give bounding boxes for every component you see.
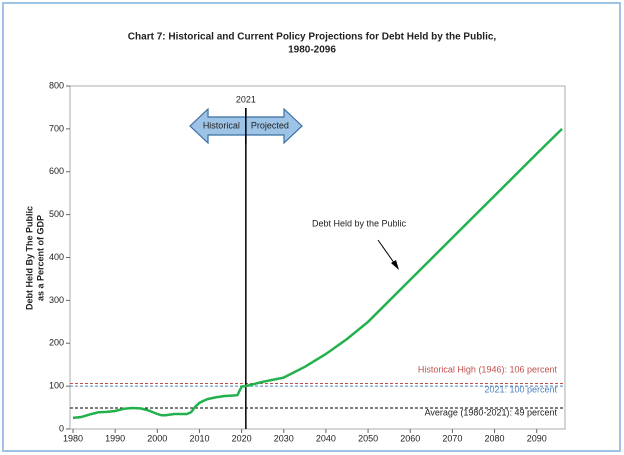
- x-tick-label: 2000: [147, 433, 167, 443]
- series-label: Debt Held by the Public: [312, 218, 407, 228]
- marker-label: 2021: [236, 94, 256, 104]
- y-axis-label: Debt Held By The Public: [24, 206, 34, 310]
- y-tick-label: 400: [49, 252, 64, 262]
- x-tick-label: 2050: [358, 433, 378, 443]
- plot-area: [69, 85, 566, 430]
- y-tick-label: 0: [59, 423, 64, 433]
- annotation-arrowhead: [391, 260, 399, 270]
- reference-label: Historical High (1946): 106 percent: [418, 364, 558, 374]
- reference-label: Average (1980-2021): 49 percent: [425, 407, 558, 417]
- y-tick-label: 600: [49, 166, 64, 176]
- y-tick-label: 800: [49, 80, 64, 90]
- x-tick-label: 2030: [274, 433, 294, 443]
- chart-title: Chart 7: Historical and Current Policy P…: [128, 32, 497, 43]
- y-tick-label: 500: [49, 209, 64, 219]
- x-tick-label: 2040: [316, 433, 336, 443]
- x-tick-label: 1980: [63, 433, 83, 443]
- x-tick-label: 1990: [105, 433, 125, 443]
- arrow-label: Historical: [203, 120, 240, 130]
- y-tick-label: 200: [49, 338, 64, 348]
- arrow-label: Projected: [251, 120, 289, 130]
- data-line: [72, 127, 563, 420]
- x-tick-label: 2060: [400, 433, 420, 443]
- x-tick-label: 2070: [442, 433, 462, 443]
- x-tick-label: 2010: [189, 433, 209, 443]
- reference-label: 2021: 100 percent: [484, 384, 557, 394]
- x-tick-label: 2020: [232, 433, 252, 443]
- y-tick-label: 300: [49, 295, 64, 305]
- chart-title: 1980-2096: [288, 45, 336, 56]
- x-tick-label: 2090: [527, 433, 547, 443]
- y-axis-label: as a Percent of GDP: [35, 215, 45, 301]
- y-tick-label: 100: [49, 381, 64, 391]
- y-tick-label: 700: [49, 123, 64, 133]
- x-tick-label: 2080: [485, 433, 505, 443]
